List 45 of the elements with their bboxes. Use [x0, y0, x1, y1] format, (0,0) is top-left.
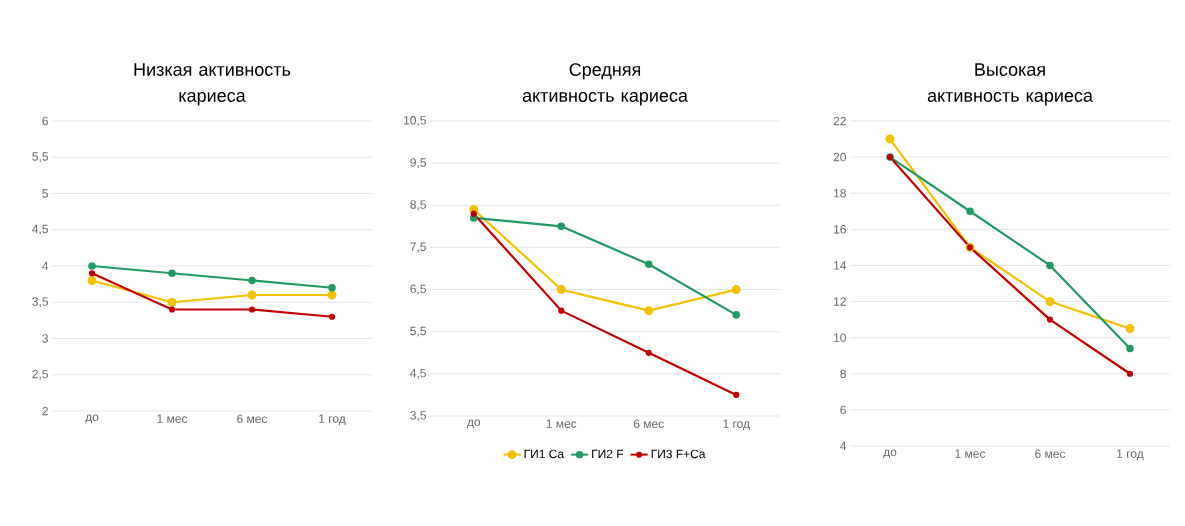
y-tick-label: 12	[834, 297, 846, 306]
y-tick-label: 20	[833, 152, 847, 162]
x-tick-label: 1 мес	[546, 419, 577, 428]
legend-label: ГИ1 Ca	[524, 449, 565, 459]
chart-title: Высокая активность кариеса	[927, 63, 1093, 106]
y-tick-label: 5	[42, 189, 48, 198]
y-tick-label: 4	[840, 441, 847, 451]
legend-label: ГИ2 F	[592, 449, 624, 459]
y-tick-label: 8	[840, 369, 846, 378]
y-tick-label: 3,5	[410, 411, 426, 421]
y-tick-label: 2,5	[32, 369, 48, 380]
y-tick-label: 6,5	[410, 284, 426, 295]
x-tick-label: до	[883, 449, 897, 459]
y-tick-label: 4,5	[32, 224, 48, 235]
y-tick-label: 10,5	[404, 116, 426, 126]
x-tick-label: 1 мес	[955, 449, 986, 458]
y-tick-label: 5,5	[32, 152, 48, 163]
x-tick-label: 6 мес	[237, 414, 268, 424]
x-tick-label: до	[85, 414, 99, 424]
x-tick-label: 6 мес	[1035, 449, 1066, 459]
x-tick-label: 1 год	[723, 419, 750, 431]
y-tick-label: 6	[42, 116, 48, 126]
y-tick-label: 4,5	[410, 368, 426, 379]
y-tick-label: 16	[834, 225, 846, 234]
y-tick-label: 5,5	[410, 326, 426, 337]
legend-label: ГИ3 F+Ca	[651, 449, 706, 459]
y-tick-label: 7,5	[410, 242, 426, 253]
y-tick-label: 9,5	[410, 158, 426, 169]
y-tick-label: 3	[42, 334, 48, 343]
y-tick-label: 18	[834, 188, 846, 198]
x-tick-label: до	[467, 419, 481, 429]
y-tick-label: 3,5	[32, 297, 48, 308]
y-tick-label: 2	[42, 406, 48, 416]
y-tick-label: 14	[834, 261, 847, 270]
x-tick-label: 1 мес	[157, 414, 188, 423]
x-tick-label: 1 год	[319, 414, 346, 426]
x-tick-label: 1 год	[1117, 449, 1144, 461]
y-tick-label: 6	[840, 405, 846, 415]
y-tick-label: 22	[833, 116, 846, 126]
y-tick-label: 8,5	[410, 200, 426, 211]
chart-title: Низкая активность кариеса	[134, 63, 291, 106]
y-tick-label: 10	[834, 333, 847, 342]
chart-title: Средняя активность кариеса	[522, 63, 688, 106]
y-tick-label: 4	[42, 261, 49, 271]
x-tick-label: 6 мес	[633, 419, 664, 429]
